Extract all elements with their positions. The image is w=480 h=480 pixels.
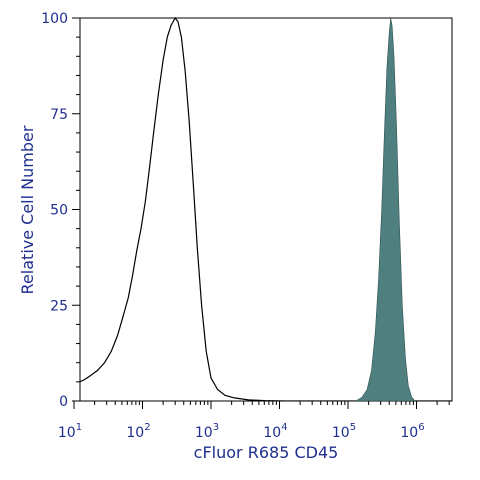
y-tick-label: 50 xyxy=(50,203,68,219)
plot-area xyxy=(72,16,453,409)
x-tick-label: 105 xyxy=(332,422,356,441)
y-tick-label: 100 xyxy=(41,11,68,27)
series-layer xyxy=(80,16,452,401)
y-tick-label: 0 xyxy=(59,394,68,410)
x-tick-label: 106 xyxy=(400,422,424,441)
tick-labels: 0 25 50 75 100 101 102 103 104 105 106 xyxy=(41,11,424,441)
y-tick-label: 75 xyxy=(50,107,68,123)
ticks-layer xyxy=(72,17,450,409)
x-tick-label: 104 xyxy=(263,422,287,441)
histogram-series-1 xyxy=(80,16,452,401)
histogram-series-2 xyxy=(355,17,416,401)
x-tick-label: 103 xyxy=(195,422,219,441)
x-tick-label: 101 xyxy=(58,422,82,441)
y-tick-label: 25 xyxy=(50,298,68,314)
x-tick-label: 102 xyxy=(126,422,150,441)
y-axis-title: Relative Cell Number xyxy=(18,125,37,294)
x-axis-title: cFluor R685 CD45 xyxy=(194,443,339,462)
